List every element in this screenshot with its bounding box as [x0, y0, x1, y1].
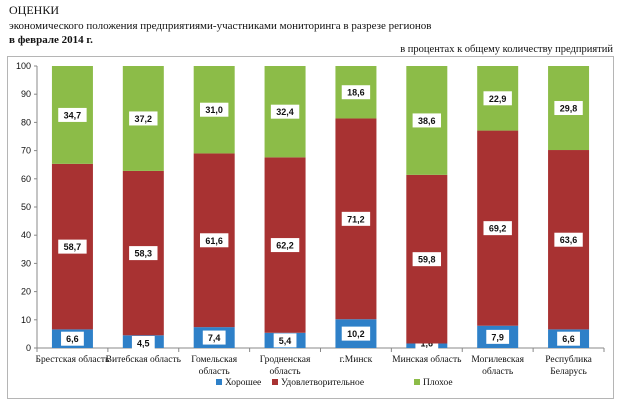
y-tick-label: 70: [21, 146, 31, 156]
data-label: 32,4: [276, 107, 294, 117]
x-category-label: область: [482, 366, 514, 377]
data-label: 58,7: [64, 242, 82, 252]
legend-swatch-Хорошее: [216, 379, 222, 385]
unit-note: в процентах к общему количеству предприя…: [400, 44, 613, 55]
data-label-box: [129, 111, 158, 126]
x-category-label: Гомельская: [191, 355, 237, 365]
y-tick-label: 60: [21, 174, 31, 184]
data-label-box: [129, 246, 158, 261]
data-label: 31,0: [205, 105, 223, 115]
data-label: 18,6: [347, 88, 365, 98]
data-label: 38,6: [418, 116, 436, 126]
x-category-label: г.Минск: [340, 355, 373, 365]
x-category-label: Витебская область: [106, 354, 182, 365]
data-label: 6,6: [66, 334, 79, 344]
x-category-label: Могилевская: [471, 355, 524, 365]
data-label: 10,2: [347, 329, 365, 339]
data-label-box: [554, 232, 583, 247]
data-label-box: [199, 102, 229, 117]
data-label-box: [341, 326, 371, 341]
data-label: 7,9: [491, 332, 504, 342]
data-label: 69,2: [489, 224, 507, 234]
data-label: 34,7: [64, 110, 82, 120]
x-category-label: область: [270, 366, 302, 377]
data-label-box: [270, 104, 300, 119]
x-category-label: Республика: [545, 354, 592, 365]
data-label-box: [483, 91, 512, 106]
data-label: 1,6: [421, 339, 434, 349]
data-label: 22,9: [489, 94, 507, 104]
legend-label: Хорошее: [225, 378, 261, 388]
y-tick-label: 20: [21, 287, 31, 297]
data-label-box: [557, 331, 580, 346]
data-label-box: [341, 211, 371, 226]
y-tick-label: 80: [21, 117, 31, 127]
x-category-label: Гродненская: [260, 355, 311, 365]
data-label: 71,2: [347, 214, 365, 224]
x-category-label: область: [199, 366, 231, 377]
data-label: 37,2: [135, 114, 153, 124]
data-label-box: [412, 113, 442, 128]
chart-title: ОЦЕНКИ: [9, 3, 59, 17]
y-tick-label: 30: [21, 258, 31, 268]
data-label: 29,8: [560, 104, 578, 114]
y-tick-label: 100: [16, 61, 31, 71]
data-label-box: [270, 238, 300, 253]
data-label: 58,3: [135, 249, 153, 259]
data-label-box: [58, 107, 87, 122]
data-label: 63,6: [560, 235, 578, 245]
data-label: 5,4: [279, 336, 292, 346]
chart-period: в феврале 2014 г.: [9, 34, 93, 46]
data-label: 7,4: [208, 333, 221, 343]
data-label: 61,6: [205, 236, 223, 246]
data-label: 4,5: [137, 339, 150, 349]
data-label-box: [483, 221, 512, 236]
data-label-box: [341, 85, 371, 100]
data-label: 6,6: [562, 334, 575, 344]
y-tick-label: 10: [21, 315, 31, 325]
data-label: 59,8: [418, 255, 436, 265]
chart-frame: [7, 56, 614, 399]
data-label-box: [199, 233, 229, 248]
legend-label: Плохое: [423, 378, 453, 388]
y-tick-label: 50: [21, 202, 31, 212]
data-label-box: [131, 336, 155, 350]
chart-subtitle: экономического положения предприятиями-у…: [9, 20, 432, 32]
x-category-label: Минская область: [392, 354, 462, 365]
data-label-box: [486, 329, 510, 344]
data-label: 62,2: [276, 241, 294, 251]
data-label-box: [412, 252, 442, 267]
y-tick-label: 40: [21, 230, 31, 240]
data-label-box: [61, 331, 84, 346]
legend-swatch-Удовлетворительное: [272, 379, 278, 385]
legend-label: Удовлетворительное: [281, 378, 364, 388]
y-tick-label: 0: [26, 343, 31, 353]
data-label-box: [58, 239, 87, 254]
data-label-box: [554, 101, 583, 116]
x-category-label: Брестская область: [36, 354, 110, 365]
data-label-box: [202, 330, 226, 345]
y-tick-label: 90: [21, 89, 31, 99]
x-category-label: Беларусь: [550, 367, 587, 377]
data-label-box: [273, 333, 297, 348]
legend-swatch-Плохое: [414, 379, 420, 385]
